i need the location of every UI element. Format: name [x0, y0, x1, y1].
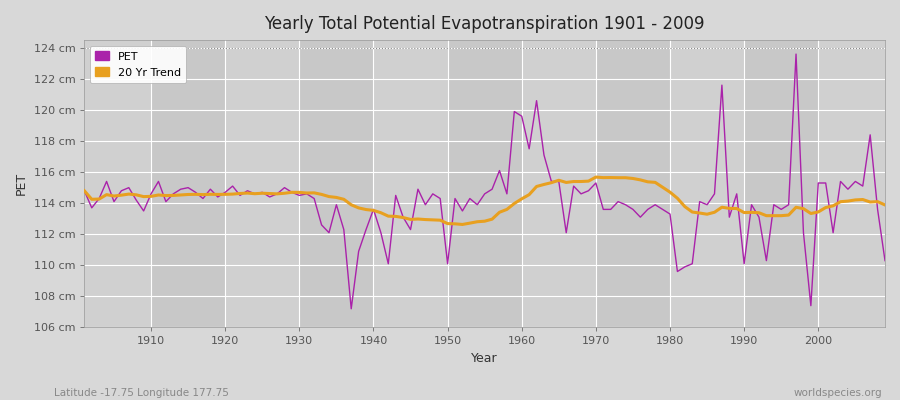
Text: Latitude -17.75 Longitude 177.75: Latitude -17.75 Longitude 177.75 [54, 388, 229, 398]
X-axis label: Year: Year [472, 352, 498, 365]
Bar [151, 40, 225, 328]
Text: worldspecies.org: worldspecies.org [794, 388, 882, 398]
Bar [225, 40, 300, 328]
Bar [374, 40, 447, 328]
Title: Yearly Total Potential Evapotranspiration 1901 - 2009: Yearly Total Potential Evapotranspiratio… [265, 15, 705, 33]
Legend: PET, 20 Yr Trend: PET, 20 Yr Trend [90, 46, 186, 83]
Bar [596, 40, 670, 328]
Bar [893, 40, 900, 328]
Bar [522, 40, 596, 328]
Bar [670, 40, 744, 328]
Bar [76, 40, 151, 328]
Y-axis label: PET: PET [15, 172, 28, 195]
Bar [818, 40, 893, 328]
Bar [447, 40, 522, 328]
Bar [744, 40, 818, 328]
Bar [300, 40, 373, 328]
